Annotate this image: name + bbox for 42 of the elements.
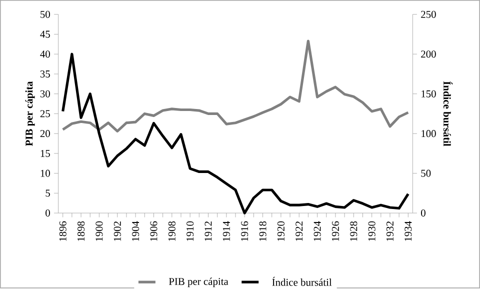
legend-label: PIB per cápita: [168, 278, 228, 287]
y-tick-label: 20: [40, 130, 50, 137]
x-tick-label: 1898: [78, 221, 85, 241]
y-axis-title: PIB per cápita: [25, 81, 35, 146]
x-tick-label: 1906: [150, 221, 158, 241]
y-tick-label: 25: [40, 110, 50, 118]
y2-tick-label: 0: [421, 209, 426, 216]
x-tick-label: 1922: [296, 221, 303, 241]
y2-tick-label: 200: [421, 50, 436, 58]
x-tick-label: 1924: [314, 220, 321, 241]
y-tick-label: 5: [46, 190, 50, 196]
x-tick-label: 1896: [59, 221, 66, 241]
y-tick-label: 50: [40, 10, 50, 18]
x-tick-label: 1902: [114, 221, 121, 241]
x-tick-label: 1908: [168, 221, 176, 241]
y2-tick-label: 150: [422, 90, 436, 98]
x-tick-label: 1914: [222, 220, 230, 241]
y2-axis-title: Índice bursátil: [443, 81, 453, 146]
y-tick-label: 30: [40, 90, 50, 98]
y-tick-label: 15: [40, 150, 50, 157]
y2-tick-label: 100: [422, 130, 436, 137]
x-tick-label: 1918: [259, 221, 266, 241]
x-tick-label: 1926: [332, 221, 339, 241]
y2-tick-label: 250: [421, 10, 436, 18]
x-tick-label: 1912: [204, 221, 212, 241]
x-tick-label: 1916: [241, 221, 248, 241]
y-tick-label: 40: [40, 50, 50, 58]
y-tick-label: 35: [40, 70, 50, 78]
x-tick-label: 1900: [96, 221, 103, 241]
x-tick-label: 1932: [386, 221, 394, 241]
x-tick-label: 1934: [404, 220, 412, 241]
y-tick-label: 10: [40, 170, 50, 177]
line-series: [62, 52, 410, 214]
y-tick-label: 0: [46, 209, 50, 216]
x-tick-label: 1920: [277, 221, 284, 241]
x-tick-label: 1904: [132, 220, 140, 241]
x-tick-label: 1930: [368, 221, 376, 241]
y2-tick-label: 50: [421, 170, 431, 177]
legend-label: Índice bursátil: [272, 276, 332, 286]
x-tick-label: 1928: [350, 221, 358, 241]
x-tick-label: 1910: [186, 221, 194, 241]
y-tick-label: 45: [40, 30, 50, 38]
